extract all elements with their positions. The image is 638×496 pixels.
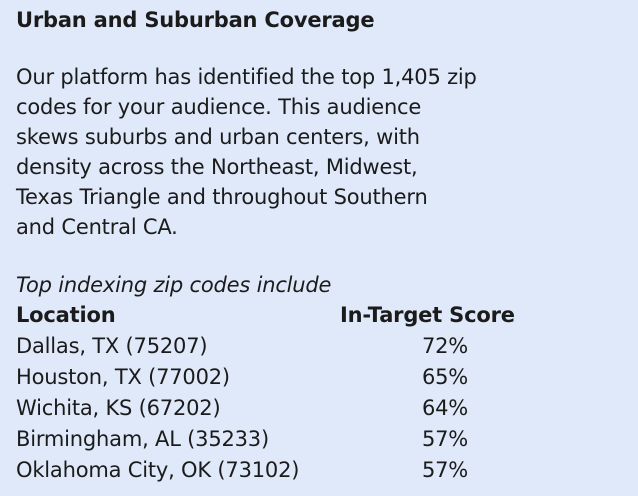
score-cell: 57%	[421, 458, 469, 482]
score-cell: 64%	[421, 396, 469, 420]
column-header: In-Target Score	[340, 303, 515, 327]
column-header: Location	[16, 303, 116, 327]
location-cell: Birmingham, AL (35233)	[16, 427, 269, 451]
paragraph-line: codes for your audience. This audience	[16, 95, 422, 119]
location-cell: Houston, TX (77002)	[16, 365, 230, 389]
location-cell: Dallas, TX (75207)	[16, 334, 208, 358]
title: Urban and Suburban Coverage	[16, 8, 375, 32]
score-cell: 57%	[421, 427, 469, 451]
paragraph-line: Texas Triangle and throughout Southern	[16, 185, 428, 209]
paragraph-line: Our platform has identified the top 1,40…	[16, 65, 477, 89]
score-cell: 65%	[421, 365, 469, 389]
score-cell: 72%	[421, 334, 469, 358]
table-intro: Top indexing zip codes include	[16, 273, 332, 297]
paragraph-line: density across the Northeast, Midwest,	[16, 155, 418, 179]
location-cell: Wichita, KS (67202)	[16, 396, 221, 420]
paragraph-line: skews suburbs and urban centers, with	[16, 125, 420, 149]
location-cell: Oklahoma City, OK (73102)	[16, 458, 300, 482]
paragraph-line: and Central CA.	[16, 215, 178, 239]
